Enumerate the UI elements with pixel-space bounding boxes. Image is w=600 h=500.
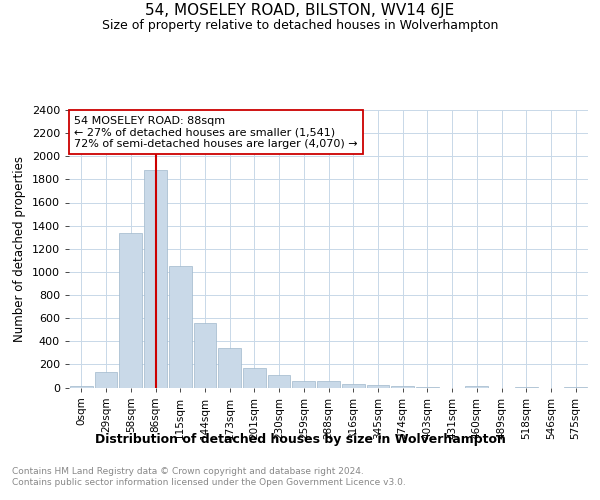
Text: Distribution of detached houses by size in Wolverhampton: Distribution of detached houses by size … — [95, 432, 505, 446]
Bar — [218, 348, 241, 388]
Bar — [342, 384, 365, 388]
Bar — [268, 375, 290, 388]
Bar — [416, 387, 439, 388]
Bar — [466, 386, 488, 388]
Bar — [169, 266, 191, 388]
Bar — [564, 387, 587, 388]
Bar — [95, 372, 118, 388]
Bar — [292, 380, 315, 388]
Text: 54 MOSELEY ROAD: 88sqm
← 27% of detached houses are smaller (1,541)
72% of semi-: 54 MOSELEY ROAD: 88sqm ← 27% of detached… — [74, 116, 358, 149]
Bar — [70, 386, 93, 388]
Bar — [144, 170, 167, 388]
Y-axis label: Number of detached properties: Number of detached properties — [13, 156, 26, 342]
Text: Size of property relative to detached houses in Wolverhampton: Size of property relative to detached ho… — [102, 18, 498, 32]
Bar — [515, 387, 538, 388]
Bar — [367, 385, 389, 388]
Bar — [243, 368, 266, 388]
Text: Contains HM Land Registry data © Crown copyright and database right 2024.
Contai: Contains HM Land Registry data © Crown c… — [12, 468, 406, 487]
Text: 54, MOSELEY ROAD, BILSTON, WV14 6JE: 54, MOSELEY ROAD, BILSTON, WV14 6JE — [145, 4, 455, 18]
Bar — [317, 381, 340, 388]
Bar — [119, 232, 142, 388]
Bar — [194, 323, 216, 388]
Bar — [391, 386, 414, 388]
